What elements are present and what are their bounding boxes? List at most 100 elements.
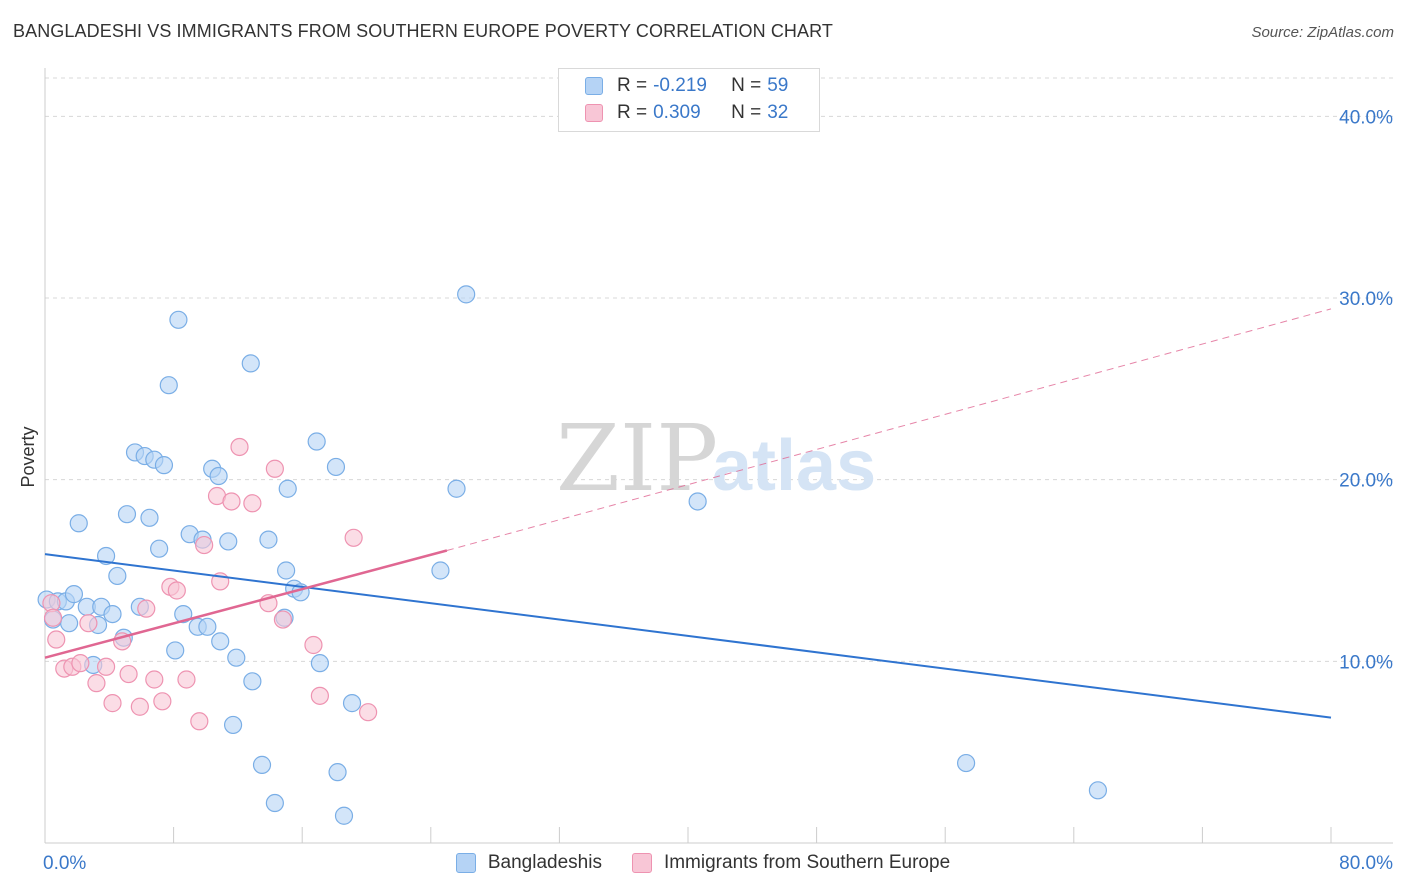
southern-europe-point bbox=[304, 635, 323, 655]
y-tick-label: 40.0% bbox=[1339, 107, 1393, 128]
bangladeshi-point bbox=[278, 479, 297, 498]
watermark-atlas: atlas bbox=[712, 426, 876, 506]
southern-europe-point bbox=[130, 697, 149, 716]
trend-lines bbox=[44, 308, 1332, 719]
n-value: 59 bbox=[767, 75, 789, 96]
southern-europe-point bbox=[243, 494, 262, 513]
bangladeshi-point bbox=[223, 715, 243, 735]
southern-europe-point bbox=[103, 694, 122, 713]
watermark: ZIP atlas bbox=[556, 405, 876, 512]
data-points bbox=[37, 285, 1108, 825]
bangladeshi-point bbox=[252, 755, 272, 774]
bangladeshi-point bbox=[211, 632, 230, 651]
southern-europe-trend-line bbox=[44, 549, 448, 659]
bangladeshi-point bbox=[219, 532, 238, 551]
bangladeshi-point bbox=[310, 654, 329, 673]
bangladeshi-point bbox=[166, 641, 185, 660]
bangladeshi-point bbox=[169, 310, 188, 329]
bangladeshi-point bbox=[259, 530, 278, 549]
legend-label: Bangladeshis bbox=[487, 852, 602, 873]
tick-labels: 10.0% 20.0% 30.0% 40.0% 0.0% 80.0% Poverty bbox=[18, 107, 1393, 874]
southern-europe-point bbox=[43, 608, 63, 627]
bangladeshi-point bbox=[209, 466, 228, 486]
bangladeshi-point bbox=[60, 614, 79, 633]
watermark-zip: ZIP bbox=[556, 405, 718, 512]
southern-europe-point bbox=[167, 581, 186, 600]
legend-label: Immigrants from Southern Europe bbox=[663, 852, 951, 873]
bangladeshi-point bbox=[447, 479, 466, 498]
bangladeshi-point bbox=[956, 753, 976, 773]
bangladeshi-point bbox=[241, 354, 260, 373]
stats-legend: R = -0.219 N = 59 R = 0.309 N = 32 bbox=[558, 68, 820, 132]
southern-europe-point bbox=[137, 599, 156, 618]
r-value: 0.309 bbox=[653, 102, 701, 123]
southern-europe-point bbox=[79, 614, 98, 633]
bangladeshi-point bbox=[227, 648, 246, 667]
southern-europe-point bbox=[310, 686, 329, 705]
southern-europe-point bbox=[145, 670, 164, 689]
southern-europe-point bbox=[344, 528, 363, 547]
bangladeshi-point bbox=[243, 672, 262, 691]
bangladeshi-point bbox=[334, 806, 354, 825]
bangladeshi-point bbox=[96, 546, 116, 566]
bangladeshi-point bbox=[117, 505, 137, 524]
southern-europe-point bbox=[153, 692, 172, 711]
southern-europe-point bbox=[359, 703, 378, 722]
bangladeshi-point bbox=[198, 617, 217, 636]
bangladeshi-point bbox=[431, 561, 450, 580]
bangladeshi-point bbox=[328, 763, 347, 782]
southern-europe-point bbox=[195, 535, 214, 555]
n-label: N = bbox=[731, 75, 762, 96]
n-label: N = bbox=[731, 102, 762, 123]
y-tick-label: 10.0% bbox=[1339, 652, 1393, 673]
y-axis-label: Poverty bbox=[18, 426, 38, 487]
southern-europe-point bbox=[96, 657, 116, 676]
pink-swatch-icon bbox=[631, 853, 652, 873]
series-legend: Bangladeshis Immigrants from Southern Eu… bbox=[0, 852, 1406, 874]
legend-item-bangladeshis[interactable]: Bangladeshis bbox=[455, 852, 602, 874]
source-label: Source: ZipAtlas.com bbox=[1251, 24, 1394, 41]
blue-swatch-icon bbox=[585, 77, 603, 95]
bangladeshi-point bbox=[688, 492, 707, 511]
r-label: R = bbox=[617, 75, 648, 96]
southern-europe-point bbox=[265, 459, 284, 478]
southern-europe-trend-extension bbox=[446, 308, 1332, 551]
bangladeshi-point bbox=[64, 585, 84, 604]
blue-swatch-icon bbox=[455, 853, 476, 873]
southern-europe-point bbox=[222, 492, 241, 511]
southern-europe-point bbox=[190, 712, 209, 731]
southern-europe-point bbox=[177, 670, 196, 689]
legend-item-southern-europe[interactable]: Immigrants from Southern Europe bbox=[631, 852, 951, 874]
bangladeshi-point bbox=[159, 376, 178, 395]
southern-europe-point bbox=[87, 674, 106, 693]
axes bbox=[44, 68, 1393, 844]
bangladeshi-point bbox=[69, 514, 88, 533]
southern-europe-point bbox=[47, 630, 66, 649]
r-value: -0.219 bbox=[653, 75, 707, 96]
southern-europe-point bbox=[230, 437, 249, 457]
r-label: R = bbox=[617, 102, 648, 123]
bangladeshi-point bbox=[140, 508, 159, 527]
bangladeshi-point bbox=[307, 432, 326, 451]
bangladeshi-point bbox=[342, 694, 362, 713]
bangladeshi-point bbox=[154, 456, 174, 475]
stats-legend-row-bangladeshis: R = -0.219 N = 59 bbox=[585, 73, 788, 99]
bangladeshi-point bbox=[457, 285, 476, 304]
bangladeshi-point bbox=[174, 604, 193, 624]
bangladeshi-point bbox=[326, 457, 346, 477]
bangladeshi-point bbox=[277, 561, 296, 580]
southern-europe-point bbox=[119, 664, 138, 684]
bangladeshi-point bbox=[103, 604, 122, 624]
bangladeshi-point bbox=[265, 793, 284, 813]
bangladeshi-trend-line bbox=[44, 553, 1332, 719]
x-tick-label: 80.0% bbox=[1339, 853, 1393, 874]
chart-title: BANGLADESHI VS IMMIGRANTS FROM SOUTHERN … bbox=[13, 21, 833, 41]
y-tick-label: 30.0% bbox=[1339, 289, 1393, 310]
n-value: 32 bbox=[767, 102, 789, 123]
pink-swatch-icon bbox=[585, 104, 603, 122]
southern-europe-point bbox=[273, 610, 293, 629]
y-tick-label: 20.0% bbox=[1339, 471, 1393, 492]
bangladeshi-point bbox=[108, 566, 127, 586]
southern-europe-point bbox=[71, 654, 90, 673]
